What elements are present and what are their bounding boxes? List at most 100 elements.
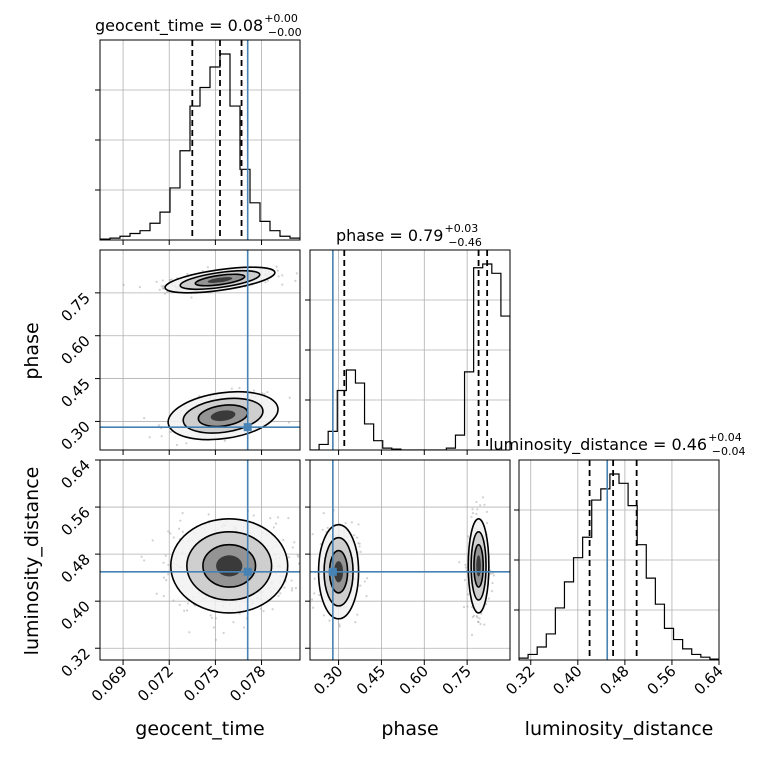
x-tick-label-luminosity_distance: 0.40: [549, 662, 585, 698]
sample-point: [485, 603, 488, 606]
sample-point: [471, 508, 474, 511]
density-level: [216, 555, 243, 577]
sample-point: [321, 528, 324, 531]
sample-point: [279, 592, 282, 595]
x-tick-label-luminosity_distance: 0.64: [690, 662, 726, 698]
sample-point: [275, 265, 278, 268]
sample-point: [290, 589, 294, 592]
histogram-phase: [310, 263, 510, 450]
sample-point: [266, 390, 269, 394]
sample-point: [274, 522, 278, 525]
sample-point: [142, 559, 146, 562]
sample-point: [185, 609, 189, 612]
sample-point: [143, 417, 146, 420]
sample-point: [166, 290, 169, 293]
sample-point: [190, 296, 193, 299]
sample-point: [162, 287, 165, 290]
sample-point: [155, 280, 158, 283]
sample-point: [287, 556, 291, 559]
sample-point: [271, 608, 274, 611]
sample-point: [365, 595, 368, 598]
sample-point: [277, 275, 280, 278]
sample-point: [466, 605, 469, 608]
sample-point: [491, 581, 494, 585]
panel-luminosity_distance-hist: 0.32 0.40 0.48 0.56 0.64: [502, 459, 727, 698]
x-tick-label-geocent_time: 0.078: [226, 662, 269, 705]
sample-point: [311, 533, 314, 536]
panel-geocent_time-vs-luminosity_distance: 0.069 0.072 0.075 0.078 0.32 0.40 0.48 0.56 0.64: [57, 456, 301, 705]
sample-point: [151, 539, 154, 542]
sample-point: [487, 597, 490, 600]
sample-point: [338, 625, 341, 628]
sample-point: [263, 392, 266, 396]
sample-point: [322, 511, 325, 515]
sample-point: [458, 561, 461, 564]
sample-point: [478, 617, 481, 620]
sample-point: [471, 615, 474, 619]
sample-point: [160, 285, 163, 288]
sample-point: [175, 443, 179, 447]
sample-point: [238, 386, 241, 390]
contour-line: [179, 269, 261, 291]
sample-point: [293, 541, 296, 544]
sample-point: [491, 572, 494, 575]
sample-point: [178, 603, 181, 606]
sample-point: [162, 561, 165, 564]
sample-point: [311, 606, 315, 609]
sample-point: [313, 577, 316, 580]
panel-geocent_time-vs-phase: 0.30 0.45 0.60 0.75: [57, 249, 301, 455]
sample-point: [288, 396, 291, 399]
ylabel-phase: phase: [21, 322, 43, 379]
sample-point: [318, 593, 321, 597]
x-tick-label-geocent_time: 0.069: [88, 662, 131, 705]
sample-point: [252, 514, 255, 517]
sample-point: [480, 612, 483, 615]
sample-point: [310, 598, 314, 601]
sample-point: [167, 563, 170, 567]
sample-point: [262, 609, 265, 613]
sample-point: [290, 587, 294, 590]
truth-marker: [328, 567, 337, 576]
y-tick-label-luminosity_distance: 0.64: [57, 456, 93, 492]
sample-point: [297, 562, 300, 565]
sample-point: [276, 269, 279, 272]
sample-point: [122, 283, 125, 286]
x-tick-label-phase: 0.75: [439, 662, 475, 698]
xlabel-luminosity-distance: luminosity_distance: [525, 718, 714, 740]
sample-point: [164, 554, 167, 557]
sample-point: [266, 279, 270, 282]
sample-point: [485, 510, 489, 513]
panel-frame: [518, 459, 720, 661]
sample-point: [223, 439, 226, 442]
sample-point: [287, 421, 291, 424]
density-level: [207, 277, 233, 283]
panel-phase-hist: [305, 249, 511, 455]
sample-point: [479, 504, 482, 507]
sample-point: [322, 614, 325, 617]
y-tick-label-phase: 0.60: [57, 332, 93, 368]
contour-line: [202, 543, 257, 588]
panel-phase-vs-luminosity_distance: 0.30 0.45 0.60 0.75: [305, 459, 511, 698]
sample-point: [155, 592, 158, 595]
contour-line: [194, 273, 246, 287]
sample-point: [366, 577, 369, 580]
sample-point: [222, 631, 225, 635]
sample-point: [328, 619, 331, 622]
sample-point: [172, 536, 175, 539]
sample-point: [169, 278, 172, 282]
sample-point: [492, 574, 495, 577]
sample-point: [296, 554, 299, 557]
histogram-luminosity_distance: [519, 473, 719, 660]
sample-point: [358, 545, 361, 548]
sample-point: [359, 584, 362, 587]
sample-point: [214, 638, 217, 641]
x-tick-label-luminosity_distance: 0.32: [502, 662, 538, 698]
contour-line: [167, 391, 279, 441]
sample-point: [479, 622, 482, 626]
sample-point: [481, 496, 485, 499]
sample-point: [242, 626, 246, 629]
xlabel-phase: phase: [381, 718, 438, 740]
contour-line: [169, 518, 289, 614]
y-tick-label-luminosity_distance: 0.56: [57, 503, 93, 539]
sample-point: [281, 274, 284, 277]
